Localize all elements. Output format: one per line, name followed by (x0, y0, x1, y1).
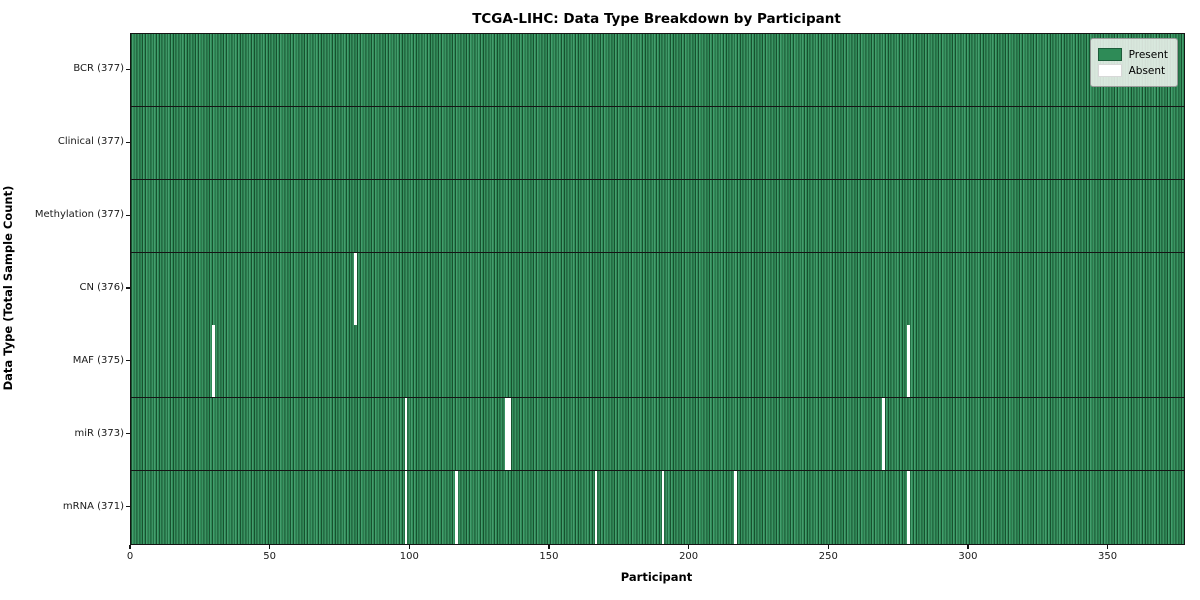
y-tick-mark (126, 505, 130, 508)
y-tick-mark (126, 214, 130, 216)
heatmap-row-CN (131, 252, 1184, 326)
absent-cell-miR-135 (508, 398, 511, 472)
x-tick-mark (827, 545, 829, 549)
y-tick-mark (126, 287, 130, 289)
absent-cell-miR-269 (882, 398, 885, 472)
absent-cell-CN-80 (354, 252, 358, 326)
y-tick-mark (126, 68, 130, 71)
y-tick-mark (126, 141, 130, 143)
legend-item-present: Present (1097, 48, 1168, 61)
legend-label-absent: Absent (1128, 64, 1166, 77)
heatmap-row-BCR (131, 34, 1184, 107)
x-tick-label-150: 150 (539, 551, 559, 562)
x-tick-mark (967, 545, 969, 549)
x-tick-mark (688, 545, 690, 549)
y-tick-label-mRNA: mRNA (371) (62, 500, 124, 512)
legend-item-absent: Absent (1097, 64, 1168, 77)
y-tick-label-miR: miR (373) (74, 427, 124, 439)
x-tick-label-300: 300 (958, 551, 978, 562)
absent-cell-mRNA-190 (661, 471, 665, 544)
row-divider (131, 251, 1184, 254)
chart-title: TCGA-LIHC: Data Type Breakdown by Partic… (472, 11, 841, 27)
absent-cell-mRNA-216 (734, 471, 737, 544)
y-tick-mark (126, 433, 130, 435)
heatmap-row-Methylation (131, 179, 1184, 253)
x-tick-mark (1106, 545, 1109, 549)
y-tick-mark (126, 360, 130, 362)
absent-cell-mRNA-278 (907, 471, 911, 544)
x-tick-label-100: 100 (399, 551, 419, 562)
y-tick-label-Clinical: Clinical (377) (57, 136, 124, 148)
x-tick-label-0: 0 (126, 551, 134, 562)
row-divider (131, 470, 1184, 473)
absent-cell-mRNA-116 (455, 471, 458, 544)
legend-label-present: Present (1128, 48, 1168, 61)
row-divider (131, 324, 1184, 327)
y-tick-label-Methylation: Methylation (377) (34, 209, 124, 221)
absent-cell-MAF-29 (212, 325, 215, 399)
heatmap-row-miR (131, 398, 1184, 472)
heatmap-row-Clinical (131, 106, 1184, 180)
plot-area (130, 33, 1185, 545)
x-tick-mark (408, 545, 410, 549)
y-tick-label-CN: CN (376) (79, 282, 124, 293)
row-divider (131, 397, 1184, 400)
x-tick-label-200: 200 (679, 551, 699, 562)
absent-swatch-icon (1097, 64, 1122, 77)
absent-cell-miR-98 (404, 398, 408, 472)
present-swatch-icon (1097, 48, 1122, 61)
heatmap-row-mRNA (131, 471, 1184, 544)
x-tick-mark (269, 545, 271, 549)
absent-cell-MAF-278 (907, 325, 911, 399)
y-tick-label-BCR: BCR (377) (73, 63, 124, 75)
y-tick-label-MAF: MAF (375) (72, 354, 124, 366)
x-tick-label-350: 350 (1098, 551, 1118, 562)
absent-cell-miR-134 (505, 398, 508, 472)
heatmap-row-MAF (131, 325, 1184, 399)
x-tick-label-250: 250 (818, 551, 838, 562)
absent-cell-mRNA-166 (594, 471, 598, 544)
absent-cell-mRNA-98 (404, 471, 408, 544)
x-tick-label-50: 50 (263, 551, 276, 562)
x-tick-mark (129, 545, 131, 549)
x-tick-mark (548, 545, 550, 549)
legend: Present Absent (1089, 38, 1178, 87)
x-axis-label: Participant (620, 570, 693, 584)
